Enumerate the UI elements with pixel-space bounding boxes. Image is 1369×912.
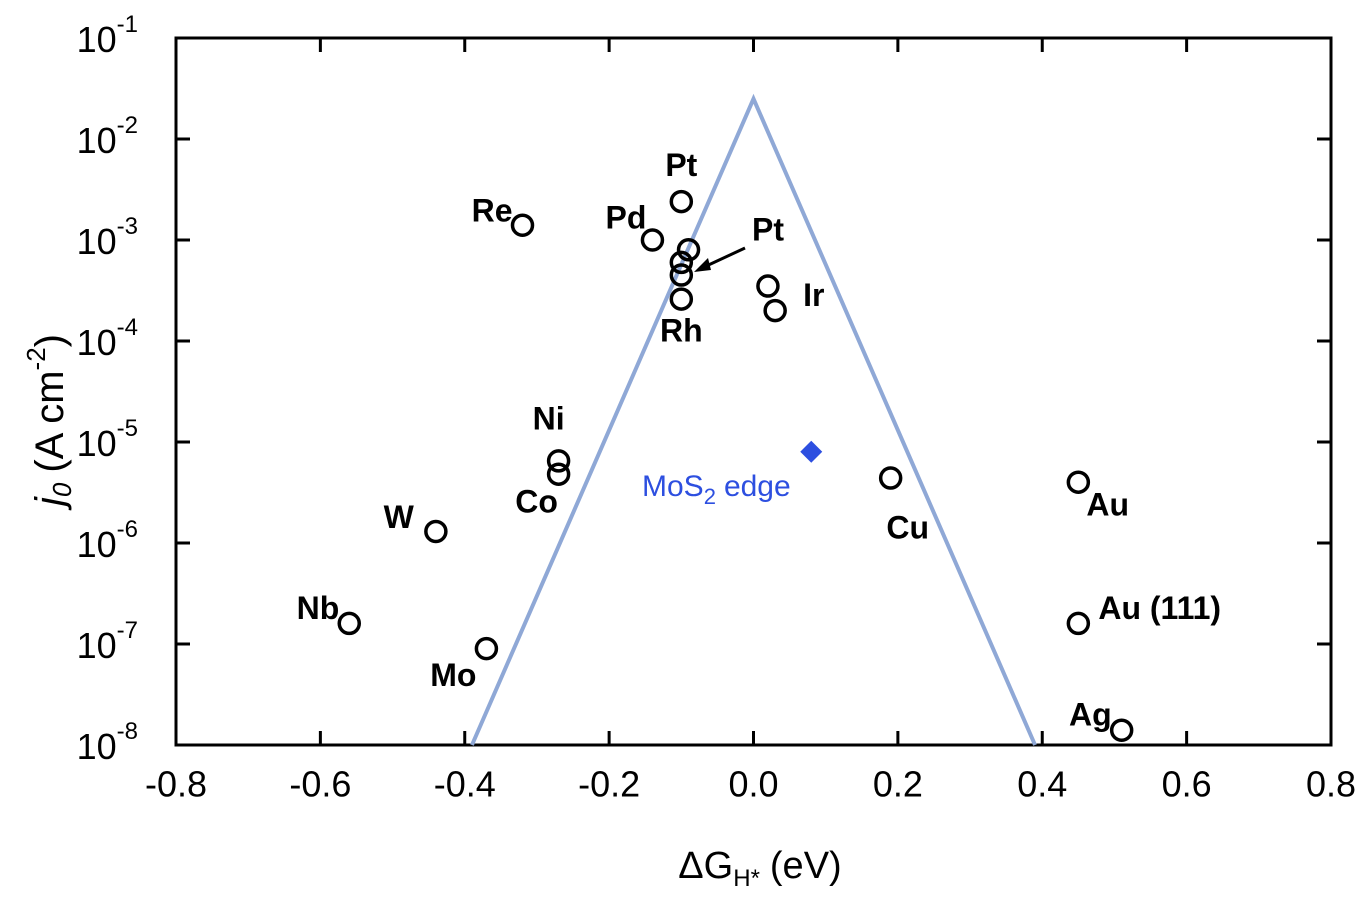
point-label: Au <box>1086 487 1129 523</box>
y-tick-label: 10-5 <box>77 415 138 463</box>
y-tick-exponent: -8 <box>117 718 138 745</box>
y-tick-label: 10-8 <box>77 718 138 766</box>
y-tick-exponent: -7 <box>117 617 138 644</box>
point-label: Mo <box>430 657 476 693</box>
y-tick-label: 10-6 <box>77 516 138 564</box>
data-point <box>474 636 499 661</box>
data-point <box>510 213 535 237</box>
y-label-sub: 0 <box>47 482 77 497</box>
x-tick-label: 0.6 <box>1162 764 1212 805</box>
x-tick-label: -0.4 <box>434 764 496 805</box>
data-point <box>669 250 694 275</box>
point-label: Pt <box>665 147 697 183</box>
y-label-suffix: (A cm <box>28 370 72 472</box>
x-label-suffix: (eV) <box>770 845 842 887</box>
y-tick-base: 10 <box>77 423 117 464</box>
point-label: Re <box>472 193 513 229</box>
point-label: W <box>384 499 415 535</box>
data-point <box>1066 470 1091 494</box>
x-axis-label: ΔGH* (eV) <box>678 845 841 892</box>
x-tick-label: 0.2 <box>873 764 923 805</box>
y-tick-exponent: -3 <box>117 213 138 240</box>
x-label-main: ΔG <box>678 845 733 887</box>
y-tick-base: 10 <box>77 221 117 262</box>
x-tick-label: 0.8 <box>1306 764 1356 805</box>
x-tick-label: 0.0 <box>728 764 778 805</box>
data-point <box>669 287 694 311</box>
point-label: Ir <box>803 277 824 313</box>
mos2-label-sub: 2 <box>704 484 716 509</box>
point-label: Ag <box>1069 697 1112 733</box>
y-tick-label: 10-2 <box>77 112 138 160</box>
x-tick-label: -0.2 <box>578 764 640 805</box>
mos2-label-suffix: edge <box>724 470 791 503</box>
data-point <box>669 189 694 214</box>
y-axis-label: j0 (A cm-2) <box>21 334 77 511</box>
y-tick-exponent: -2 <box>117 112 138 139</box>
y-tick-base: 10 <box>77 524 117 565</box>
mos2-point <box>800 440 823 463</box>
mos2-label: MoS2 edge <box>642 470 791 509</box>
point-label: Nb <box>297 590 340 626</box>
y-tick-base: 10 <box>77 726 117 767</box>
annotation-arrowhead <box>694 258 711 272</box>
point-label: Ni <box>533 400 565 436</box>
data-point <box>546 462 571 486</box>
data-point <box>878 466 903 490</box>
data-point <box>1109 718 1134 742</box>
data-point <box>337 611 361 636</box>
volcano-line <box>470 93 1037 746</box>
x-tick-label: -0.6 <box>289 764 351 805</box>
y-tick-base: 10 <box>77 120 117 161</box>
data-point <box>763 298 787 323</box>
y-tick-base: 10 <box>77 322 117 363</box>
y-label-main: j <box>28 496 72 511</box>
data-point <box>676 238 701 262</box>
y-tick-label: 10-7 <box>77 617 138 665</box>
data-point <box>669 263 694 287</box>
y-tick-exponent: -5 <box>117 415 138 442</box>
annotation-label: Pt <box>752 211 784 247</box>
data-point <box>756 274 780 298</box>
data-point <box>1066 611 1091 636</box>
data-point <box>640 228 665 252</box>
point-label: Co <box>515 484 558 520</box>
point-label: Pd <box>606 199 647 235</box>
data-point <box>424 519 448 544</box>
point-label: Au (111) <box>1098 590 1221 626</box>
x-label-sub: H* <box>733 865 760 892</box>
y-tick-label: 10-4 <box>77 314 138 362</box>
y-tick-exponent: -6 <box>117 516 138 543</box>
point-label: Cu <box>886 509 929 545</box>
data-point <box>546 449 571 473</box>
y-tick-label: 10-1 <box>77 11 138 59</box>
point-label: Rh <box>660 313 703 349</box>
x-tick-label: 0.4 <box>1017 764 1067 805</box>
y-tick-label: 10-3 <box>77 213 138 261</box>
y-tick-exponent: -1 <box>117 11 138 38</box>
mos2-label-main: MoS <box>642 470 704 503</box>
plot-frame <box>174 36 1333 747</box>
x-tick-label: -0.8 <box>145 764 207 805</box>
y-tick-base: 10 <box>77 625 117 666</box>
y-tick-exponent: -4 <box>117 314 138 341</box>
y-label-end: ) <box>28 334 72 347</box>
y-label-sup: -2 <box>21 347 51 370</box>
y-tick-base: 10 <box>77 19 117 60</box>
